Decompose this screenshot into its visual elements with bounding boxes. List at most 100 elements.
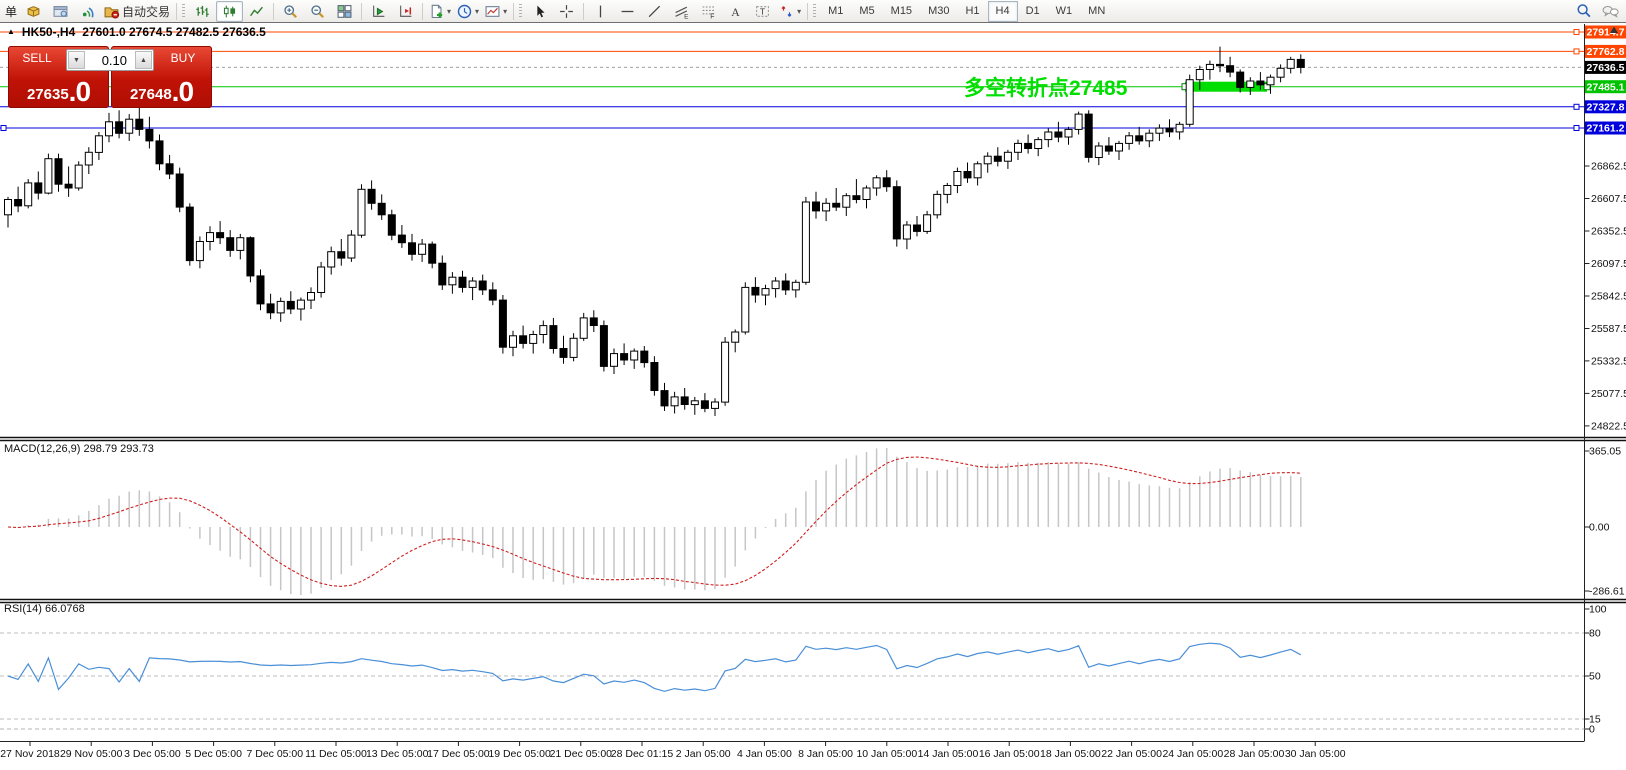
x-axis-date-label: 5 Dec 05:00 (185, 748, 242, 760)
buy-button[interactable]: BUY 27648.0 (111, 46, 212, 108)
price-badge (1585, 80, 1626, 94)
macd-signal-line (7, 456, 1301, 587)
tile-windows-icon[interactable] (331, 1, 358, 22)
y-axis-tick-label: 26097.5 (1591, 258, 1626, 270)
periods-icon[interactable]: ▾ (454, 1, 482, 22)
horizontal-line-icon[interactable] (614, 1, 641, 22)
price-badge (1585, 121, 1626, 135)
timeframe-mn[interactable]: MN (1088, 5, 1106, 17)
toolbar-separator (361, 2, 363, 20)
object-handle[interactable] (1573, 125, 1580, 131)
svg-text:A: A (731, 5, 740, 18)
new-order-text[interactable]: 单 (5, 4, 18, 19)
y-axis-tick-label: 25587.5 (1591, 323, 1626, 335)
arrows-icon[interactable]: ▾ (776, 1, 804, 22)
x-axis-date-label: 21 Dec 05:00 (550, 748, 613, 760)
text-icon[interactable]: A (722, 1, 749, 22)
object-handle[interactable] (1573, 103, 1580, 110)
indicators-add-icon[interactable]: ▾ (426, 1, 454, 22)
candlestick-chart-icon[interactable] (216, 0, 244, 22)
x-axis-date-label: 19 Dec 05:00 (488, 748, 551, 760)
turning-point-highlight-bar[interactable] (1185, 81, 1267, 92)
toolbar-grip[interactable] (519, 3, 523, 19)
volume-increase-icon[interactable]: ▲ (135, 51, 152, 69)
equidistant-channel-icon[interactable]: E (668, 1, 695, 22)
buy-price: 27648.0 (129, 76, 194, 107)
vertical-line-icon[interactable] (587, 1, 614, 22)
chevron-down-icon[interactable]: ▾ (797, 6, 802, 16)
bar-chart-icon[interactable] (189, 1, 216, 22)
toolbar-grip[interactable] (813, 3, 817, 19)
object-handle[interactable] (1573, 48, 1580, 55)
chart-window-icon[interactable] (47, 1, 74, 22)
x-axis-date-label: 22 Jan 05:00 (1101, 748, 1162, 760)
rsi-indicator-label: RSI(14) 66.0768 (4, 603, 85, 615)
rsi-line (7, 642, 1302, 692)
y-axis-tick-label: 25332.5 (1591, 355, 1626, 367)
y-axis-tick-label: 26607.5 (1591, 193, 1626, 205)
chevron-down-icon[interactable]: ▾ (447, 6, 452, 16)
auto-scroll-icon[interactable] (365, 1, 392, 22)
y-axis-tick-label: 24822.5 (1591, 420, 1626, 432)
y-axis-tick-label: 26862.5 (1591, 161, 1626, 173)
object-handle[interactable] (0, 125, 7, 131)
x-axis-date-label: 4 Jan 05:00 (737, 748, 792, 760)
volume-stepper[interactable]: ▼ 0.10 ▲ (66, 49, 154, 71)
timeframe-w1[interactable]: W1 (1055, 5, 1073, 17)
price-badge-value: 27327.8 (1587, 101, 1625, 113)
timeframe-d1[interactable]: D1 (1025, 5, 1040, 17)
macd-axis-label: 365.05 (1589, 446, 1621, 458)
chevron-down-icon[interactable]: ▾ (503, 6, 508, 16)
x-axis-date-label: 14 Jan 05:00 (918, 748, 979, 760)
timeframe-m5[interactable]: M5 (859, 5, 875, 17)
autotrading-button[interactable]: 自动交易 (101, 1, 173, 22)
chart-symbol-period: HK50-,H4 (21, 25, 76, 39)
x-axis-date-label: 2 Jan 05:00 (676, 748, 731, 760)
crosshair-icon[interactable] (553, 1, 580, 22)
fibonacci-icon[interactable]: F (695, 1, 722, 22)
y-axis-tick-label: 25077.5 (1591, 388, 1626, 400)
object-handle[interactable] (1573, 29, 1580, 35)
chart-shift-icon[interactable] (392, 1, 419, 22)
trendline-icon[interactable] (641, 1, 668, 22)
x-axis-date-label: 28 Dec 01:15 (611, 748, 674, 760)
price-badge-value: 27485.1 (1587, 81, 1625, 93)
timeframe-m15[interactable]: M15 (890, 5, 913, 17)
x-axis-date-label: 13 Dec 05:00 (366, 748, 429, 760)
timeframe-m1[interactable]: M1 (828, 5, 844, 17)
timeframe-h1[interactable]: H1 (965, 5, 980, 17)
line-chart-icon[interactable] (243, 1, 270, 22)
turning-point-annotation: 多空转折点27485 (964, 77, 1128, 100)
zoom-out-icon[interactable] (304, 1, 331, 22)
templates-icon[interactable]: ▾ (482, 1, 510, 22)
chart-collapse-icon[interactable]: ▲ (7, 27, 15, 36)
x-axis-date-label: 17 Dec 05:00 (427, 748, 490, 760)
chat-icon[interactable] (1597, 1, 1624, 22)
signals-icon[interactable] (74, 1, 101, 22)
text-label-icon[interactable]: T (749, 1, 776, 22)
x-axis-date-label: 3 Dec 05:00 (124, 748, 181, 760)
toolbar-separator (273, 2, 275, 20)
macd-axis-label: -286.61 (1589, 586, 1625, 598)
rsi-axis-label: 50 (1589, 671, 1601, 683)
chevron-down-icon[interactable]: ▾ (475, 6, 480, 16)
timeframe-h4[interactable]: H4 (987, 0, 1018, 22)
cursor-icon[interactable] (526, 1, 553, 22)
macd-indicator-label: MACD(12,26,9) 298.79 293.73 (4, 443, 154, 455)
volume-decrease-icon[interactable]: ▼ (68, 51, 85, 69)
toolbar-separator (422, 2, 424, 20)
scroll-top-icon[interactable] (1610, 26, 1618, 34)
zoom-in-icon[interactable] (277, 1, 304, 22)
rsi-axis-label: 0 (1589, 724, 1595, 736)
timeframe-m30[interactable]: M30 (928, 5, 950, 17)
toolbar-grip[interactable] (182, 3, 186, 19)
svg-text:T: T (760, 6, 766, 16)
new-order-icon[interactable] (20, 1, 47, 22)
y-axis-tick-label: 25842.5 (1591, 291, 1626, 303)
search-icon[interactable] (1570, 1, 1597, 22)
price-badge-value: 27161.2 (1587, 123, 1625, 135)
toolbar: 单 自动交易 ▾ ▾ ▾ E F A T ▾ M1 M5 M15 M30 H1 H4 D1 W1 MN (0, 0, 1626, 23)
rsi-axis-label: 15 (1589, 714, 1601, 726)
